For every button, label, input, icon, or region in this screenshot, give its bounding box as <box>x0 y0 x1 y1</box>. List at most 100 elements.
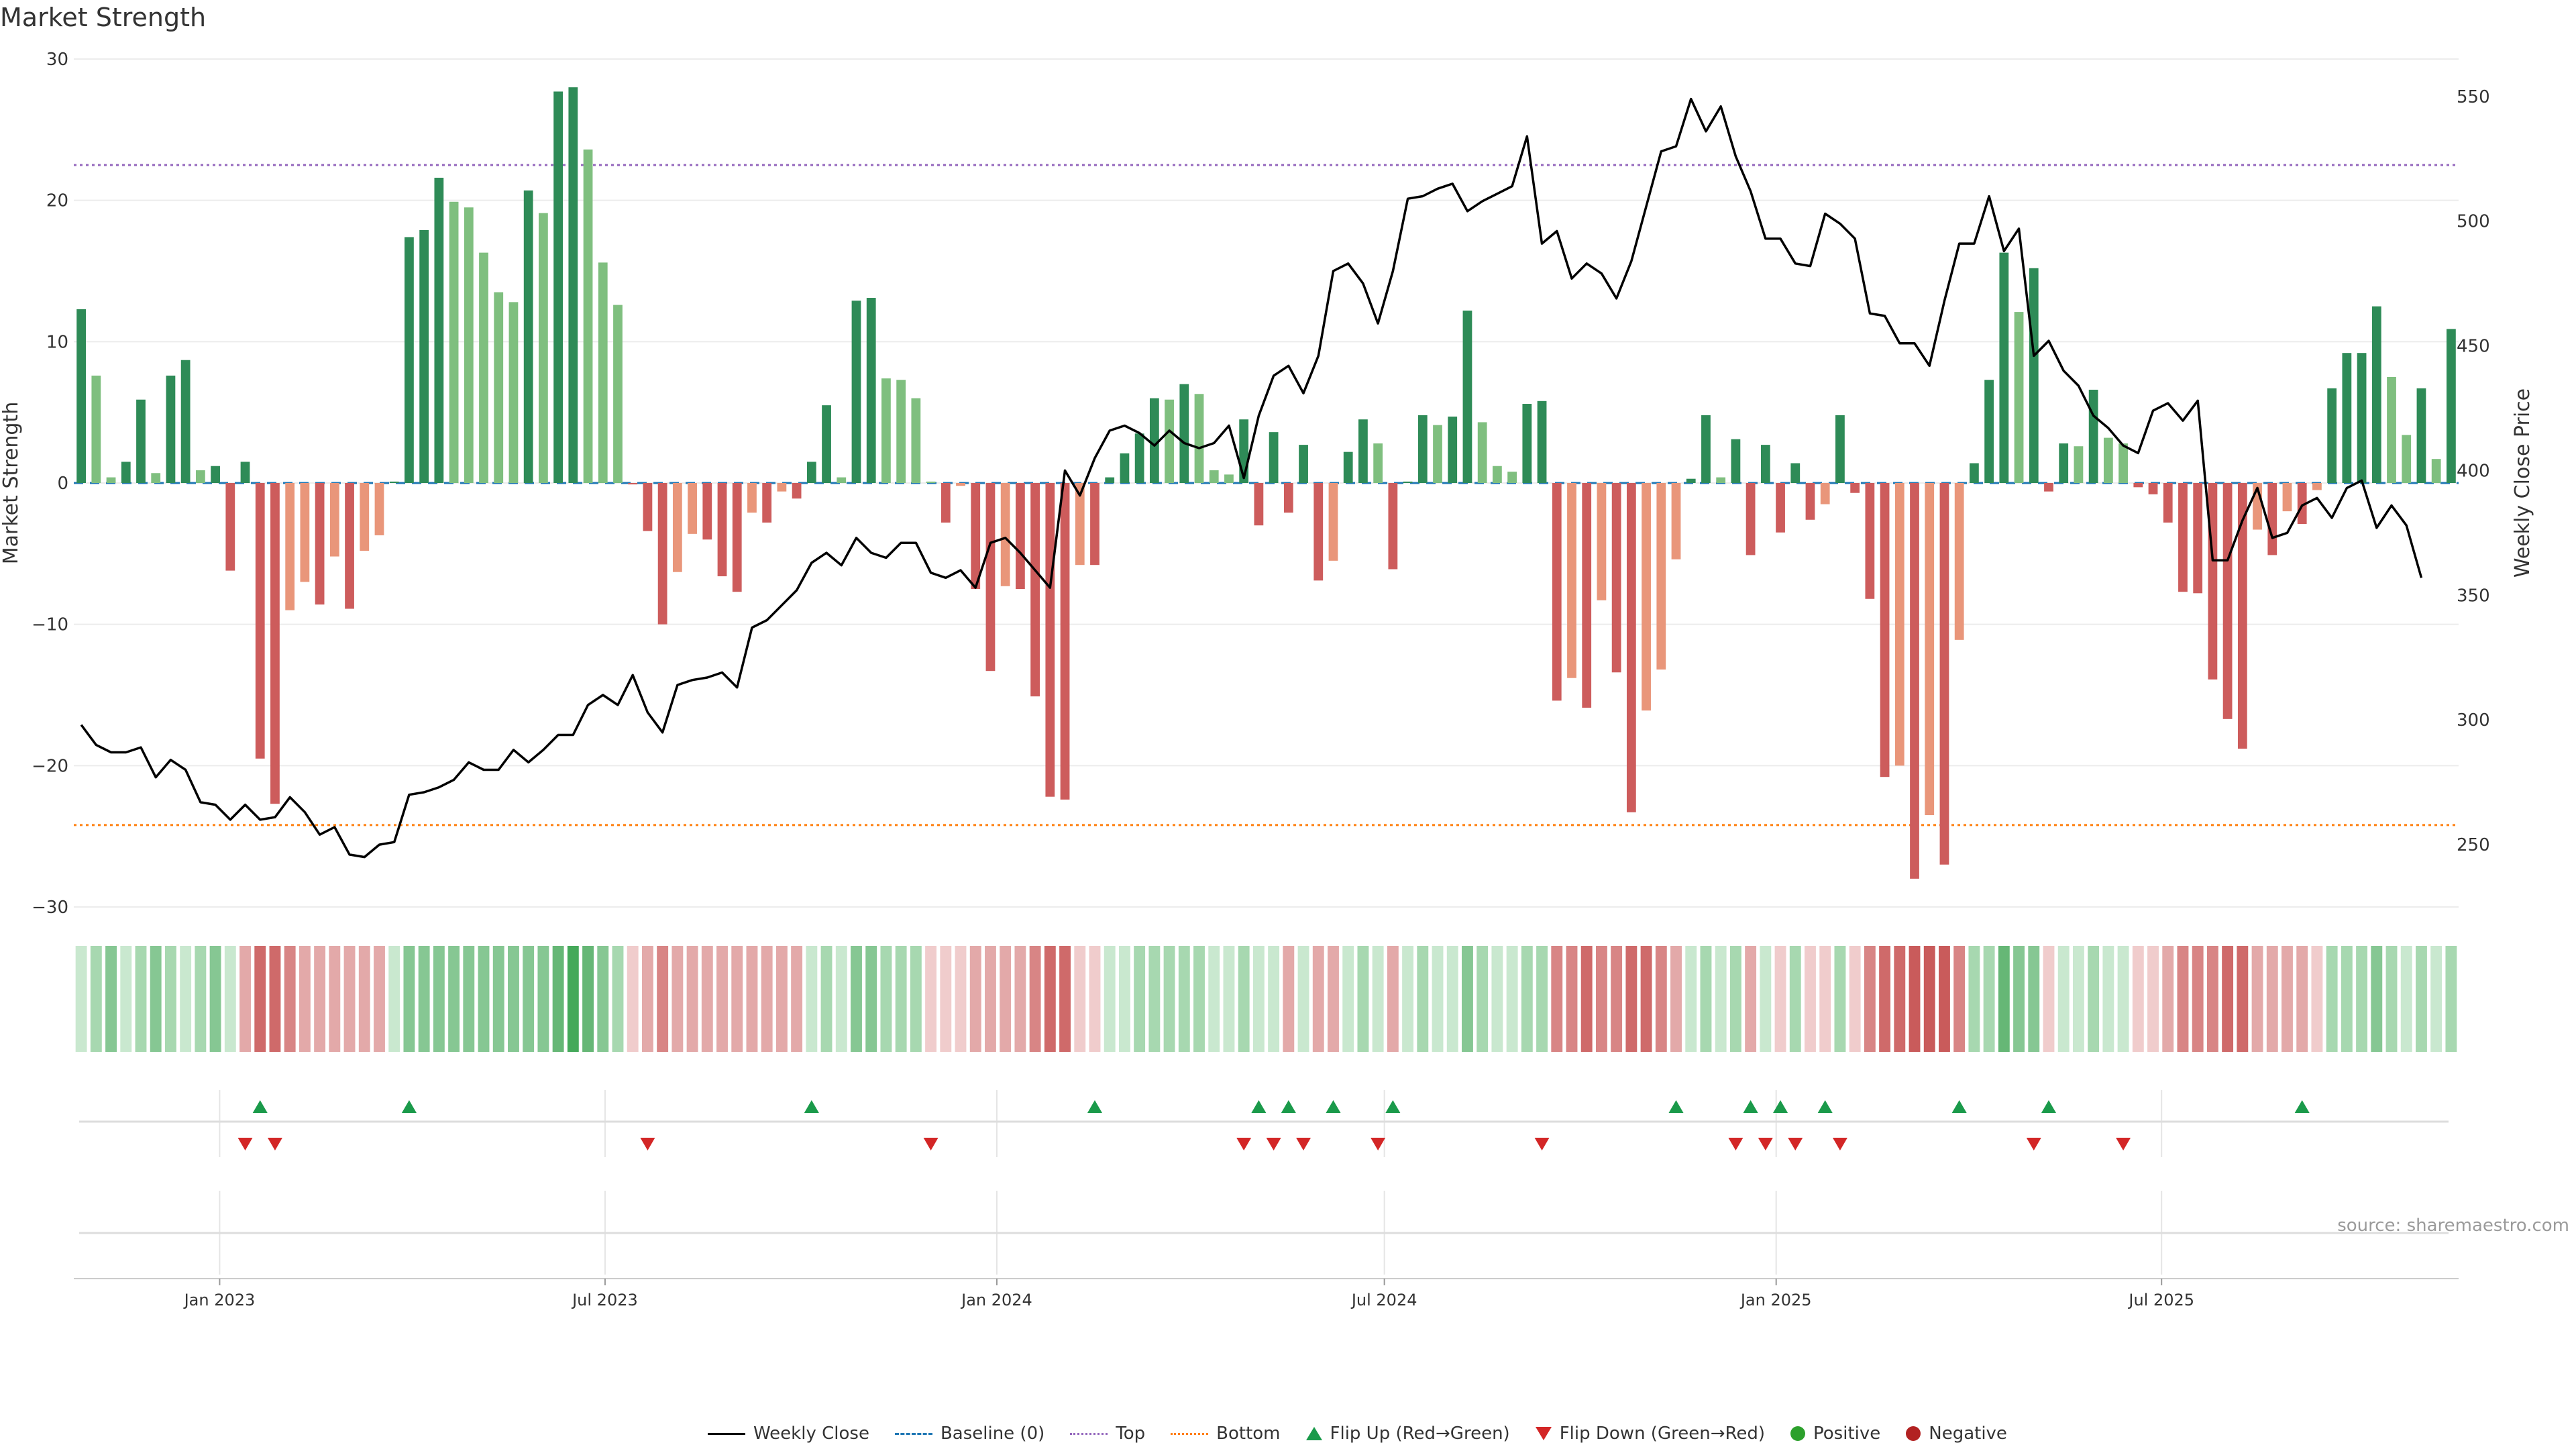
strength-bar <box>1149 398 1159 483</box>
flip-down-marker <box>1266 1138 1281 1150</box>
legend-label: Baseline (0) <box>940 1424 1045 1444</box>
right-axis: 250 300 350 400 450 500 550 Weekly Close Price <box>2457 87 2534 855</box>
flip-down-marker <box>1236 1138 1252 1150</box>
strength-bar <box>1999 252 2009 483</box>
strength-bar <box>583 149 593 483</box>
date-tick-label: Jan 2024 <box>960 1291 1032 1309</box>
heat-cell <box>1849 946 1861 1052</box>
heat-cell <box>2430 946 2443 1052</box>
strength-bar <box>806 462 816 483</box>
strength-bar <box>151 473 161 483</box>
heat-cell <box>180 946 192 1052</box>
heat-cell <box>1700 946 1712 1052</box>
strength-bar <box>255 483 265 759</box>
heat-cell <box>2192 946 2204 1052</box>
strength-bar <box>1611 483 1621 673</box>
heat-cell <box>731 946 743 1052</box>
heat-cell <box>1074 946 1086 1052</box>
strength-bar <box>553 91 563 483</box>
strength-bar <box>1790 463 1801 483</box>
heat-cell <box>1506 946 1518 1052</box>
heat-cell <box>820 946 833 1052</box>
heat-cell <box>716 946 728 1052</box>
heat-cell <box>1670 946 1682 1052</box>
strength-bar <box>180 360 191 483</box>
strength-bar <box>1060 483 1070 800</box>
heat-cell <box>641 946 653 1052</box>
heat-cell <box>1536 946 1548 1052</box>
heat-cell <box>1939 946 1950 1052</box>
flip-up-marker <box>1668 1100 1684 1113</box>
heat-cell <box>2282 946 2293 1052</box>
strength-bar <box>985 483 996 672</box>
heat-cell <box>1432 946 1444 1052</box>
heat-cell <box>1312 946 1324 1052</box>
strength-bars <box>76 87 2456 879</box>
heat-cell <box>1268 946 1280 1052</box>
strength-bar <box>345 483 354 609</box>
heat-strip <box>75 946 2457 1052</box>
heat-cell <box>1134 946 1146 1052</box>
heat-cell <box>1983 946 1995 1052</box>
flip-down-marker <box>1296 1138 1311 1150</box>
y-tick-label-right: 500 <box>2457 212 2490 232</box>
flip-up-marker <box>1251 1100 1267 1113</box>
strength-bar <box>1403 481 1413 483</box>
strength-bar <box>613 305 623 483</box>
strength-bar <box>1626 483 1636 812</box>
heat-cell <box>2266 946 2278 1052</box>
heat-cell <box>1774 946 1786 1052</box>
strength-bar <box>1313 483 1324 581</box>
heat-cell <box>1163 946 1175 1052</box>
heat-cell <box>1104 946 1116 1052</box>
heat-cell <box>1715 946 1727 1052</box>
source-note: source: sharemaestro.com <box>2337 1216 2569 1236</box>
y-tick-label-right: 300 <box>2457 710 2490 731</box>
heat-cell <box>374 946 385 1052</box>
heat-cell <box>1819 946 1831 1052</box>
strength-bar <box>2133 483 2143 488</box>
heat-cell <box>925 946 937 1052</box>
heat-cell <box>2102 946 2114 1052</box>
strength-bar <box>2193 483 2203 594</box>
legend-label: Positive <box>1813 1424 1881 1444</box>
heat-cell <box>2326 946 2338 1052</box>
heat-cell <box>1372 946 1384 1052</box>
strength-bar <box>1686 478 1696 483</box>
strength-bar <box>896 380 906 483</box>
heat-cell <box>1238 946 1250 1052</box>
heat-cell <box>1118 946 1130 1052</box>
strength-bar <box>1642 483 1651 711</box>
date-axis: Jan 2023 Jul 2023 Jan 2024 Jul 2024 Jan 2025… <box>74 1278 2459 1309</box>
flip-down-marker <box>1832 1138 1847 1150</box>
line-swatch-icon <box>708 1432 745 1435</box>
strength-bar <box>91 375 101 483</box>
heat-cell <box>2296 946 2308 1052</box>
heat-cell <box>761 946 773 1052</box>
triangle-down-icon <box>1535 1427 1552 1440</box>
heat-cell <box>985 946 996 1052</box>
heat-cell <box>2371 946 2383 1052</box>
heat-cell <box>940 946 952 1052</box>
strength-bar <box>405 237 414 483</box>
strength-bar <box>1016 483 1025 589</box>
strength-bar <box>1179 384 1189 483</box>
strength-bar <box>2088 389 2098 483</box>
strength-bar <box>837 477 847 483</box>
strength-bar <box>2014 312 2024 483</box>
heat-cell <box>90 946 102 1052</box>
strength-bar <box>240 462 250 483</box>
heat-cell <box>612 946 624 1052</box>
strength-bar <box>568 87 578 484</box>
heat-cell <box>537 946 549 1052</box>
heat-cell <box>1729 946 1741 1052</box>
heat-cell <box>105 946 117 1052</box>
heat-cell <box>1805 946 1816 1052</box>
strength-bar <box>1358 419 1368 483</box>
strength-bar <box>822 405 831 483</box>
y-tick-label-left: −30 <box>32 898 68 918</box>
heat-cell <box>1685 946 1697 1052</box>
heat-cell <box>2117 946 2129 1052</box>
legend-label: Negative <box>1929 1424 2007 1444</box>
heat-cell <box>1193 946 1205 1052</box>
